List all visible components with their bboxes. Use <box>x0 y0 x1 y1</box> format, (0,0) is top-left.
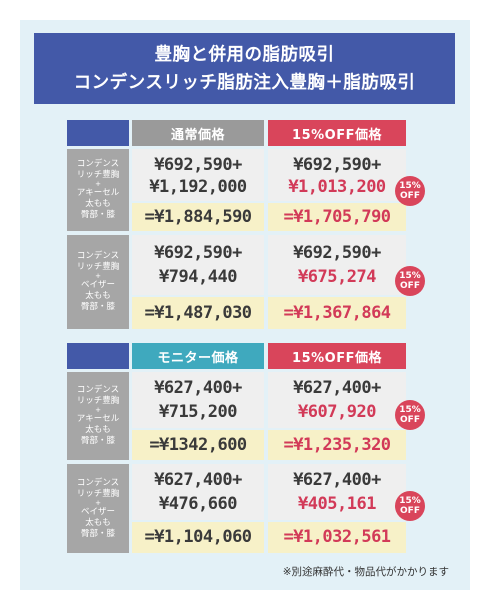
normal-price-line-1: ¥627,400+ <box>154 378 242 398</box>
discount-total: =¥1,367,864 <box>283 303 391 323</box>
normal-total-cell: =¥1342,600 <box>132 430 264 460</box>
normal-price-cell: ¥627,400+ ¥476,660 <box>132 464 264 520</box>
table-2-col-normal: モニター価格 <box>132 343 264 369</box>
normal-total: =¥1342,600 <box>149 435 247 455</box>
discount-price-cell: ¥627,400+ ¥405,161 <box>268 464 406 520</box>
footnote: ※別途麻酔代・物品代がかかります <box>282 566 449 578</box>
normal-price-cell: ¥627,400+ ¥715,200 <box>132 372 264 428</box>
title-line-2: コンデンスリッチ脂肪注入豊胸＋脂肪吸引 <box>73 73 416 93</box>
discount-badge: 15% OFF <box>395 266 425 296</box>
discount-badge: 15% OFF <box>395 400 425 430</box>
normal-price-line-1: ¥692,590+ <box>154 243 242 263</box>
discount-price-cell: ¥692,590+ ¥1,013,200 <box>268 149 406 201</box>
normal-price-line-1: ¥692,590+ <box>154 155 242 175</box>
discount-total-cell: =¥1,367,864 <box>268 297 406 329</box>
normal-price-cell: ¥692,590+ ¥1,192,000 <box>132 149 264 201</box>
discount-total: =¥1,235,320 <box>283 435 391 455</box>
row-label: コンデンス リッチ豊胸 + アキーセル 太もも 臀部・膝 <box>67 372 129 460</box>
discount-price-line-2: ¥1,013,200 <box>288 177 386 197</box>
normal-price-line-1: ¥627,400+ <box>154 470 242 490</box>
discount-price-line-1: ¥627,400+ <box>293 378 381 398</box>
discount-price-line-1: ¥692,590+ <box>293 243 381 263</box>
normal-price-line-2: ¥1,192,000 <box>149 177 247 197</box>
normal-total-cell: =¥1,104,060 <box>132 522 264 553</box>
discount-total-cell: =¥1,032,561 <box>268 522 406 553</box>
normal-total: =¥1,104,060 <box>144 527 252 547</box>
normal-price-cell: ¥692,590+ ¥794,440 <box>132 235 264 295</box>
normal-total: =¥1,487,030 <box>144 303 252 323</box>
row-label: コンデンス リッチ豊胸 + ベイザー 太もも 臀部・膝 <box>67 235 129 329</box>
discount-price-line-2: ¥607,920 <box>298 402 376 422</box>
discount-badge: 15% OFF <box>395 176 425 206</box>
normal-price-line-2: ¥476,660 <box>159 494 237 514</box>
discount-price-cell: ¥692,590+ ¥675,274 <box>268 235 406 295</box>
discount-price-line-1: ¥627,400+ <box>293 470 381 490</box>
table-1-col-normal: 通常価格 <box>132 120 264 146</box>
discount-price-line-1: ¥692,590+ <box>293 155 381 175</box>
normal-total: =¥1,884,590 <box>144 207 252 227</box>
row-label: コンデンス リッチ豊胸 + ベイザー 太もも 臀部・膝 <box>67 464 129 553</box>
discount-badge: 15% OFF <box>395 491 425 521</box>
table-1-col-discount: 15%OFF価格 <box>268 120 406 146</box>
discount-total-cell: =¥1,705,790 <box>268 203 406 231</box>
discount-price-cell: ¥627,400+ ¥607,920 <box>268 372 406 428</box>
discount-total: =¥1,705,790 <box>283 207 391 227</box>
table-1-corner <box>67 120 129 146</box>
page-title: 豊胸と併用の脂肪吸引 コンデンスリッチ脂肪注入豊胸＋脂肪吸引 <box>34 33 455 104</box>
normal-price-line-2: ¥794,440 <box>159 267 237 287</box>
table-2-corner <box>67 343 129 369</box>
normal-total-cell: =¥1,487,030 <box>132 297 264 329</box>
normal-price-line-2: ¥715,200 <box>159 402 237 422</box>
discount-price-line-2: ¥405,161 <box>298 494 376 514</box>
normal-total-cell: =¥1,884,590 <box>132 203 264 231</box>
row-label: コンデンス リッチ豊胸 + アキーセル 太もも 臀部・膝 <box>67 149 129 231</box>
discount-total-cell: =¥1,235,320 <box>268 430 406 460</box>
discount-price-line-2: ¥675,274 <box>298 267 376 287</box>
discount-total: =¥1,032,561 <box>283 527 391 547</box>
table-2-col-discount: 15%OFF価格 <box>268 343 406 369</box>
title-line-1: 豊胸と併用の脂肪吸引 <box>154 45 335 65</box>
